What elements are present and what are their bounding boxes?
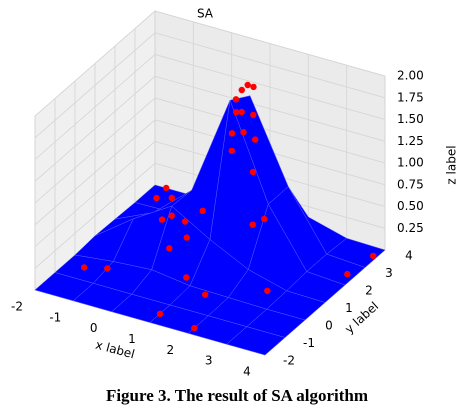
- scatter-point: [232, 96, 240, 103]
- scatter-point: [199, 207, 206, 214]
- scatter-point: [240, 129, 247, 136]
- y-tick-label: 0: [325, 319, 333, 333]
- grid-line: [34, 54, 386, 160]
- grid-line: [34, 141, 386, 247]
- scatter-point: [264, 287, 271, 294]
- z-tick-label: 1.75: [397, 90, 424, 104]
- z-axis-label: z label: [445, 145, 459, 184]
- scatter-point: [166, 245, 173, 252]
- scatter-point: [153, 194, 160, 202]
- scatter-point: [228, 130, 236, 137]
- y-tick-label: -2: [283, 354, 295, 368]
- x-tick-label: 1: [128, 332, 136, 346]
- scatter-point: [370, 252, 377, 260]
- z-tick-label: 1.00: [397, 156, 424, 170]
- x-tick-label: -2: [11, 300, 23, 314]
- x-tick-label: -1: [49, 310, 61, 324]
- scatter-point: [182, 218, 189, 225]
- y-tick-label: 3: [385, 266, 393, 280]
- y-tick-label: 1: [345, 301, 353, 315]
- scatter-point: [250, 111, 257, 119]
- scatter-point: [191, 324, 198, 332]
- scatter-point: [252, 136, 259, 143]
- grid-line: [34, 32, 386, 139]
- scatter-point: [156, 310, 164, 317]
- z-tick-label: 0.25: [397, 221, 424, 235]
- x-tick-label: 4: [243, 365, 251, 379]
- scatter-point: [104, 265, 111, 272]
- scatter-point: [249, 221, 256, 228]
- x-tick-label: 2: [167, 343, 175, 357]
- z-tick-label: 2.00: [397, 69, 424, 83]
- scatter-point: [238, 86, 245, 94]
- y-tick-label: 4: [405, 249, 413, 263]
- z-tick-label: 0.75: [397, 177, 424, 191]
- scatter-point: [168, 194, 175, 202]
- surface-patch: [226, 326, 286, 356]
- y-tick-label: -1: [303, 336, 315, 350]
- z-tick-label: 1.50: [397, 112, 424, 126]
- scatter-point: [233, 109, 240, 116]
- grid-line: [34, 162, 386, 269]
- scatter-point: [168, 212, 175, 219]
- scatter-point: [344, 270, 351, 278]
- scatter-point: [183, 234, 190, 241]
- grid-line: [34, 10, 386, 117]
- scatter-point: [250, 83, 257, 91]
- z-tick-label: 1.25: [397, 134, 424, 148]
- scatter-point: [261, 215, 268, 223]
- scatter-point: [81, 264, 88, 271]
- scatter-point: [158, 216, 166, 223]
- y-tick-label: 2: [365, 284, 373, 298]
- scatter-point: [183, 274, 190, 281]
- x-tick-label: 0: [90, 321, 98, 335]
- figure-caption: Figure 3. The result of SA algorithm: [106, 386, 368, 405]
- chart-title: SA: [197, 7, 214, 21]
- scatter-point: [244, 81, 251, 89]
- grid-line: [34, 119, 386, 226]
- scatter-point: [249, 168, 257, 176]
- z-tick-label: 0.50: [397, 199, 424, 213]
- x-tick-label: 3: [205, 354, 213, 368]
- scatter-point: [238, 108, 245, 116]
- grid-line: [34, 97, 386, 204]
- scatter-point: [202, 291, 209, 298]
- grid-line: [34, 75, 386, 182]
- scatter-point: [228, 147, 235, 155]
- scatter-point: [163, 184, 170, 192]
